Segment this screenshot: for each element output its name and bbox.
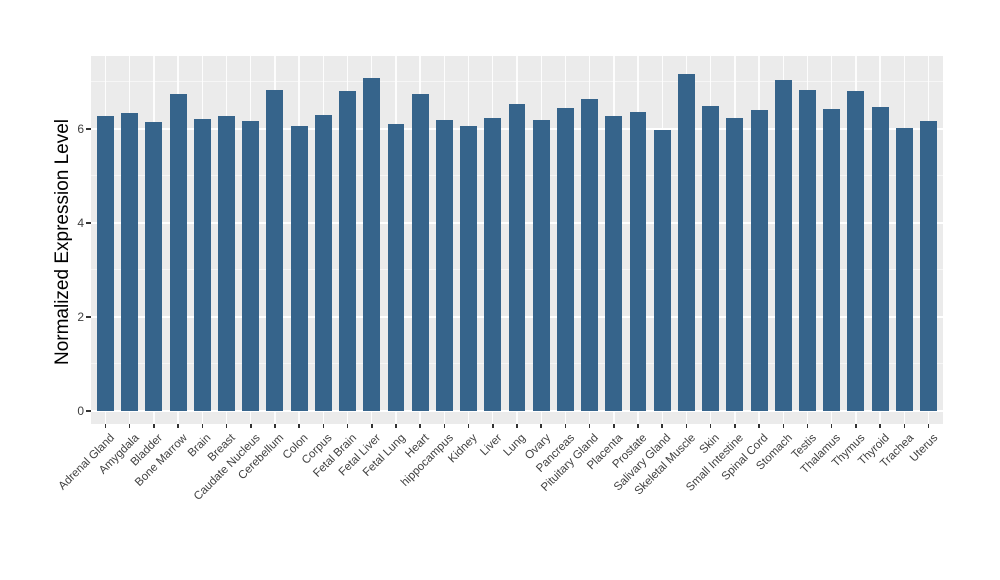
- x-tick-mark: [806, 424, 809, 428]
- x-tick-mark: [104, 424, 107, 428]
- bar: [774, 79, 792, 411]
- x-tick-mark: [685, 424, 688, 428]
- bar: [387, 123, 405, 411]
- x-tick-mark: [927, 424, 930, 428]
- bar: [121, 112, 139, 411]
- bar: [363, 77, 381, 411]
- x-tick-mark: [709, 424, 712, 428]
- bar: [266, 90, 284, 411]
- bar: [532, 119, 550, 411]
- bar: [677, 74, 695, 411]
- bar: [847, 90, 865, 411]
- bar: [750, 109, 768, 411]
- bar: [653, 130, 671, 411]
- bar: [556, 108, 574, 411]
- bar: [314, 114, 332, 411]
- y-tick-label: 0: [77, 404, 84, 418]
- x-tick-mark: [128, 424, 131, 428]
- bar: [97, 116, 114, 411]
- x-tick-mark: [613, 424, 615, 428]
- y-axis-title: Normalized Expression Level: [52, 118, 73, 366]
- bar: [145, 122, 163, 411]
- x-tick-mark: [903, 424, 906, 428]
- bar: [435, 119, 453, 411]
- bar: [702, 106, 720, 411]
- bar: [169, 93, 187, 411]
- x-tick-mark: [153, 424, 155, 428]
- x-tick-mark: [564, 424, 567, 428]
- x-tick-mark: [758, 424, 760, 428]
- x-tick-mark: [225, 424, 228, 428]
- x-tick-mark: [395, 424, 397, 428]
- y-tick-mark: [86, 128, 91, 130]
- x-tick-mark: [298, 424, 300, 428]
- y-tick-label: 6: [77, 122, 84, 136]
- bar: [193, 118, 211, 411]
- x-tick-mark: [516, 424, 518, 428]
- bar: [242, 121, 260, 411]
- x-tick-mark: [855, 424, 857, 428]
- bar: [823, 109, 841, 411]
- x-tick-mark: [346, 424, 349, 428]
- bar: [629, 112, 647, 411]
- x-tick-mark: [637, 424, 639, 428]
- x-tick-mark: [201, 424, 204, 428]
- bar: [726, 117, 744, 411]
- bar: [339, 90, 357, 411]
- bar: [920, 121, 937, 411]
- bar: [484, 117, 502, 411]
- plot-panel: [91, 56, 943, 424]
- x-tick-mark: [177, 424, 179, 428]
- x-tick-mark: [588, 424, 591, 428]
- x-tick-mark: [371, 424, 373, 428]
- bar: [508, 103, 526, 411]
- bar: [798, 90, 816, 411]
- bar: [895, 128, 913, 411]
- x-tick-mark: [879, 424, 881, 428]
- x-tick-mark: [322, 424, 325, 428]
- x-tick-mark: [419, 424, 421, 428]
- x-tick-mark: [250, 424, 252, 428]
- y-tick-mark: [86, 222, 91, 224]
- y-tick-mark: [86, 410, 91, 412]
- bar: [460, 125, 478, 411]
- x-tick-mark: [782, 424, 784, 428]
- y-tick-mark: [86, 316, 91, 318]
- x-tick-mark: [492, 424, 494, 428]
- x-tick-mark: [734, 424, 736, 428]
- bar: [290, 125, 308, 411]
- x-tick-mark: [443, 424, 446, 428]
- x-tick-mark: [467, 424, 470, 428]
- bar: [605, 116, 623, 411]
- x-tick-label: Liver: [478, 432, 505, 459]
- x-tick-mark: [540, 424, 542, 428]
- bar: [218, 116, 235, 411]
- x-tick-mark: [661, 424, 663, 428]
- bar: [411, 93, 429, 411]
- y-tick-label: 2: [77, 310, 84, 324]
- bar: [581, 98, 599, 411]
- x-tick-mark: [274, 424, 276, 428]
- x-tick-mark: [830, 424, 833, 428]
- bar: [871, 106, 889, 411]
- y-tick-label: 4: [77, 216, 84, 230]
